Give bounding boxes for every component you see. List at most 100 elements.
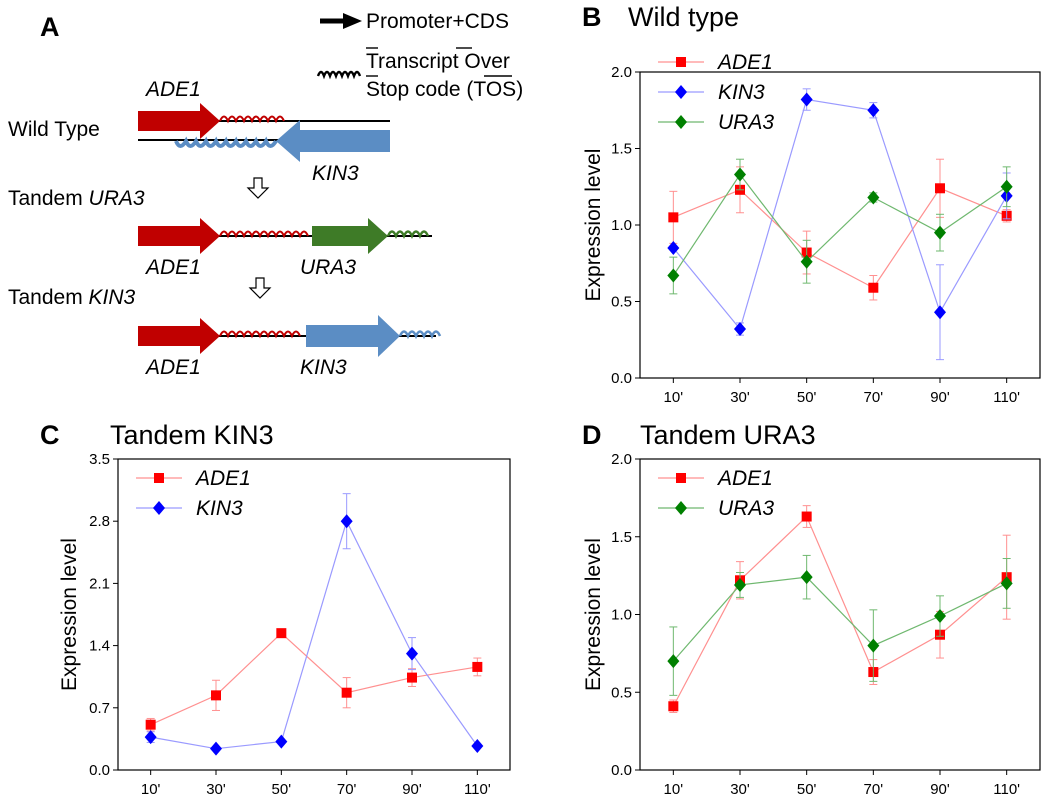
legend-label: ADE1 <box>716 467 773 490</box>
series-line-ade1 <box>673 187 1007 289</box>
y-axis-label: Expression level <box>58 538 81 691</box>
x-tick-label: 30' <box>206 781 226 798</box>
wt-ade1-tos <box>219 115 285 124</box>
data-point-kin3 <box>800 92 813 107</box>
tandem-kin3-label: Tandem KIN3 <box>8 286 136 309</box>
plot-frame <box>639 71 1041 379</box>
x-tick-label: 70' <box>864 781 884 798</box>
down-arrow-1 <box>246 177 270 199</box>
legend-arrow-head <box>343 13 362 29</box>
series-line-ura3 <box>672 173 1008 276</box>
tk-kin3-tos <box>398 330 442 340</box>
legend-marker <box>153 501 165 515</box>
series-kin3 <box>667 88 1013 361</box>
x-tick-label: 70' <box>864 389 884 406</box>
wt-ade1-label: ADE1 <box>144 78 201 101</box>
data-point-kin3 <box>667 240 680 255</box>
data-point-ade1 <box>668 212 679 223</box>
panel-label-a: A <box>40 12 60 42</box>
y-axis-label: Expression level <box>582 538 605 691</box>
legend-entry-ade1: ADE1 <box>658 51 773 74</box>
legend-promoter-cds: Promoter+CDS <box>320 10 509 33</box>
data-point-ade1 <box>868 282 879 293</box>
data-point-ade1 <box>801 511 812 522</box>
tu-ade1-label: ADE1 <box>144 256 201 279</box>
x-tick-label: 110' <box>464 781 491 798</box>
legend-label: KIN3 <box>718 81 765 104</box>
panel-label-c: C <box>40 420 60 450</box>
x-tick-label: 90' <box>930 389 950 406</box>
legend-marker <box>675 85 687 99</box>
series-line-kin3 <box>150 519 478 750</box>
y-tick-label: 2.1 <box>89 575 110 592</box>
data-point-ade1 <box>276 628 287 639</box>
x-tick-label: 10' <box>141 781 161 798</box>
chart-b-title: Wild type <box>628 2 739 32</box>
data-point-ura3 <box>800 254 813 269</box>
data-point-ura3 <box>734 577 746 592</box>
y-tick-label: 0.0 <box>89 762 110 779</box>
data-point-ade1 <box>145 719 156 730</box>
series-ade1 <box>145 628 483 732</box>
chart-d: 0.0 0.5 1.0 1.5 2.0 10' 30' 50' 70' 90' 110' Expres… <box>582 451 1041 798</box>
tu-ura3-arrow-head <box>368 218 388 254</box>
tandem-ura3-label: Tandem URA3 <box>8 187 145 210</box>
tu-ade1-tos <box>219 230 309 239</box>
legend-promoter-cds-label: Promoter+CDS <box>366 10 509 33</box>
series-line-ura3 <box>672 576 1007 662</box>
data-point-ade1 <box>668 701 679 712</box>
legend-marker <box>676 57 686 67</box>
data-point-ura3 <box>934 609 946 624</box>
x-tick-label: 90' <box>402 781 422 798</box>
x-tick-label: 110' <box>993 389 1020 406</box>
y-tick-label: 1.5 <box>611 141 632 158</box>
y-axis-label: Expression level <box>582 149 605 302</box>
y-tick-label: 0.0 <box>611 762 632 779</box>
y-tick-label: 2.8 <box>89 513 110 530</box>
chart-c-title: Tandem KIN3 <box>110 420 274 450</box>
legend-label: URA3 <box>718 497 774 520</box>
legend-entry-kin3: KIN3 <box>658 81 765 104</box>
legend-tos-label-1: Transcript Over <box>366 50 510 73</box>
legend-label: ADE1 <box>194 467 251 490</box>
x-tick-label: 30' <box>730 781 750 798</box>
data-point-ade1 <box>935 183 945 194</box>
data-point-kin3 <box>340 514 353 529</box>
legend-tos-wave <box>316 70 362 80</box>
panel-label-d: D <box>582 420 602 450</box>
legend-marker <box>675 115 687 129</box>
legend-label: ADE1 <box>716 51 773 74</box>
down-arrow-2 <box>248 277 272 299</box>
tandem-kin3-construct <box>138 315 442 357</box>
legend-label: KIN3 <box>196 497 243 520</box>
data-point-ura3 <box>934 225 946 240</box>
y-tick-label: 1.4 <box>89 638 110 655</box>
series-kin3 <box>144 493 484 756</box>
legend-label: URA3 <box>718 111 774 134</box>
plot-frame <box>639 458 1041 771</box>
tandem-ura3-construct <box>138 218 432 254</box>
legend-entry-ade1: ADE1 <box>658 467 773 490</box>
y-tick-label: 2.0 <box>611 451 632 468</box>
chart-c: 0.0 0.7 1.4 2.1 2.8 3.5 10' 30' 50' 70' 90' 110' Exp… <box>58 451 511 798</box>
x-tick-label: 50' <box>797 781 817 798</box>
legend-marker <box>154 473 164 483</box>
y-tick-label: 0.5 <box>611 294 632 311</box>
data-point-kin3 <box>144 730 157 745</box>
x-tick-label: 10' <box>664 389 684 406</box>
y-tick-label: 1.0 <box>611 217 632 234</box>
x-tick-label: 70' <box>337 781 357 798</box>
tk-kin3-arrow-body <box>306 325 382 347</box>
data-point-ura3 <box>734 167 746 182</box>
data-point-ade1 <box>211 690 221 701</box>
y-tick-label: 0.7 <box>89 700 110 717</box>
tk-kin3-label: KIN3 <box>300 356 347 379</box>
x-tick-label: 10' <box>664 781 684 798</box>
y-tick-label: 1.5 <box>611 529 632 546</box>
data-point-kin3 <box>471 739 484 754</box>
legend-tos-label-2: Stop code (TOS) <box>366 78 523 101</box>
x-tick-label: 90' <box>930 781 950 798</box>
chart-b: 0.0 0.5 1.0 1.5 2.0 10' 30' 50' 70' 90' 110' Expres… <box>582 51 1041 406</box>
legend-tos: Transcript Over Stop code (TOS) <box>316 47 523 101</box>
y-tick-label: 3.5 <box>89 451 110 468</box>
